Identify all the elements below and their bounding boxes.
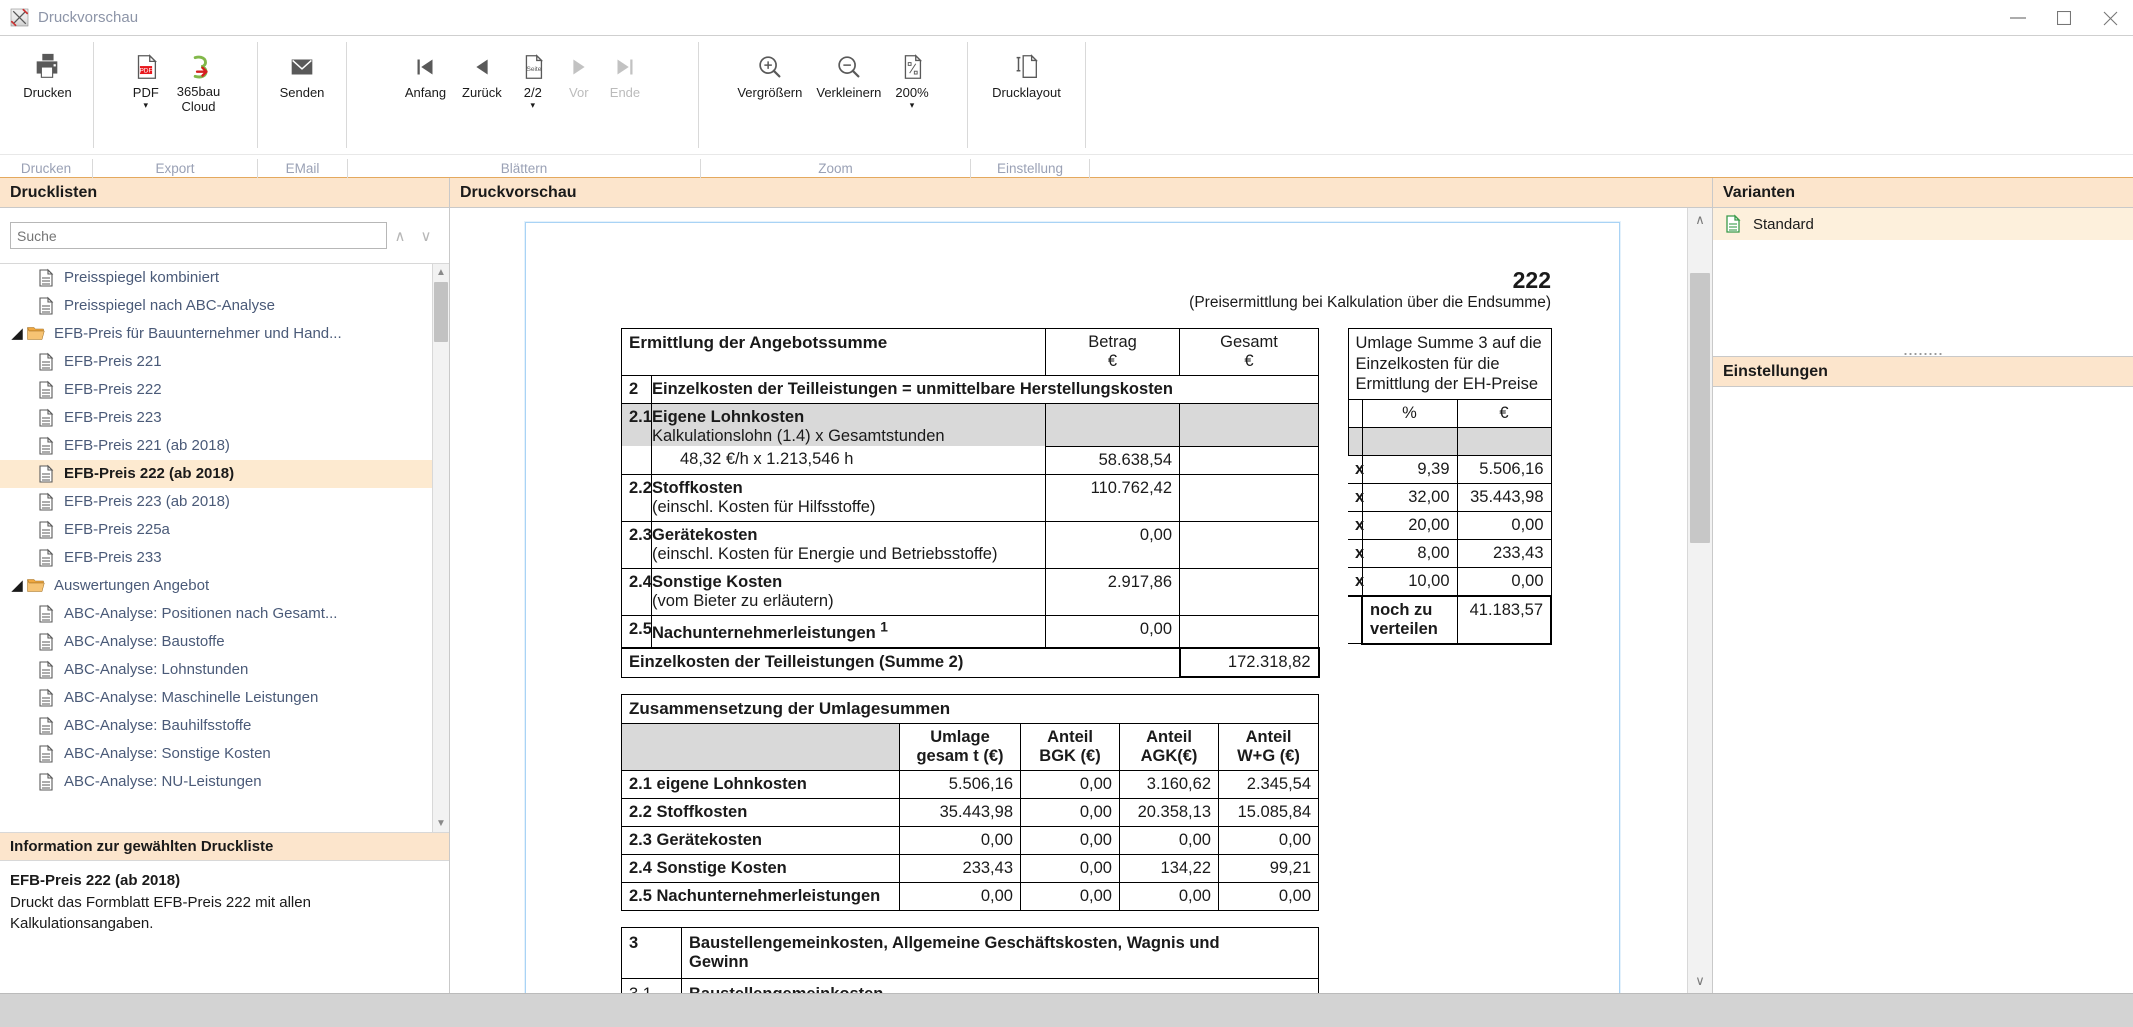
svg-text:Seite: Seite xyxy=(526,66,541,73)
svg-text:PDF: PDF xyxy=(139,68,152,75)
